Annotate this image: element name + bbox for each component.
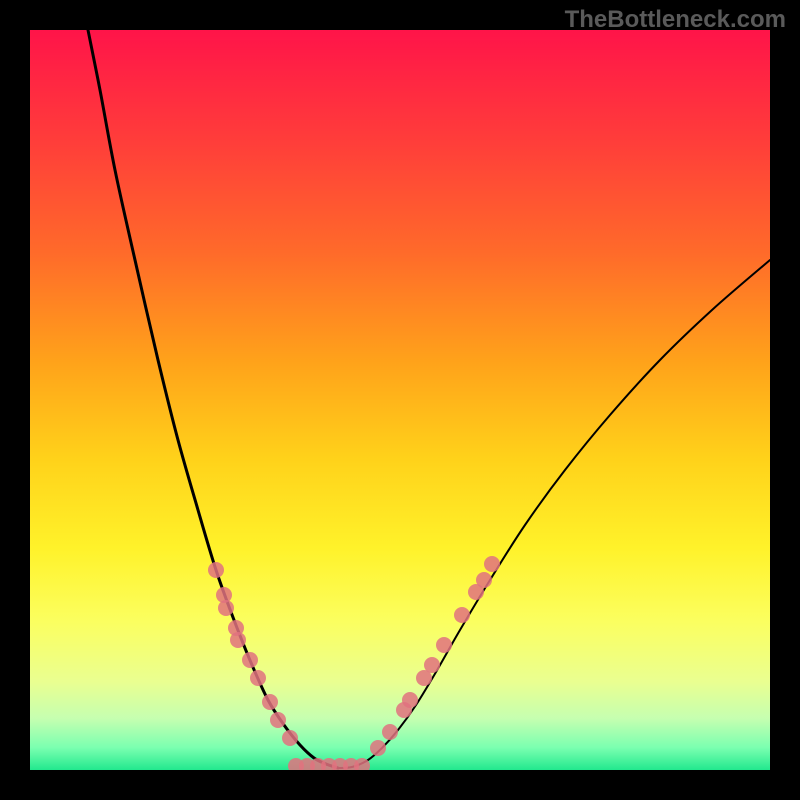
data-point <box>370 740 386 756</box>
data-point <box>436 637 452 653</box>
data-point <box>424 657 440 673</box>
data-point <box>270 712 286 728</box>
data-point <box>230 632 246 648</box>
data-point <box>484 556 500 572</box>
data-point <box>382 724 398 740</box>
chart-canvas: TheBottleneck.com <box>0 0 800 800</box>
data-point <box>476 572 492 588</box>
data-point <box>454 607 470 623</box>
gradient-background <box>30 30 770 770</box>
data-point <box>250 670 266 686</box>
data-point <box>208 562 224 578</box>
data-point <box>262 694 278 710</box>
watermark-text: TheBottleneck.com <box>565 6 786 34</box>
data-point <box>282 730 298 746</box>
data-point <box>242 652 258 668</box>
bottleneck-chart <box>0 0 800 800</box>
data-point <box>218 600 234 616</box>
data-point <box>402 692 418 708</box>
